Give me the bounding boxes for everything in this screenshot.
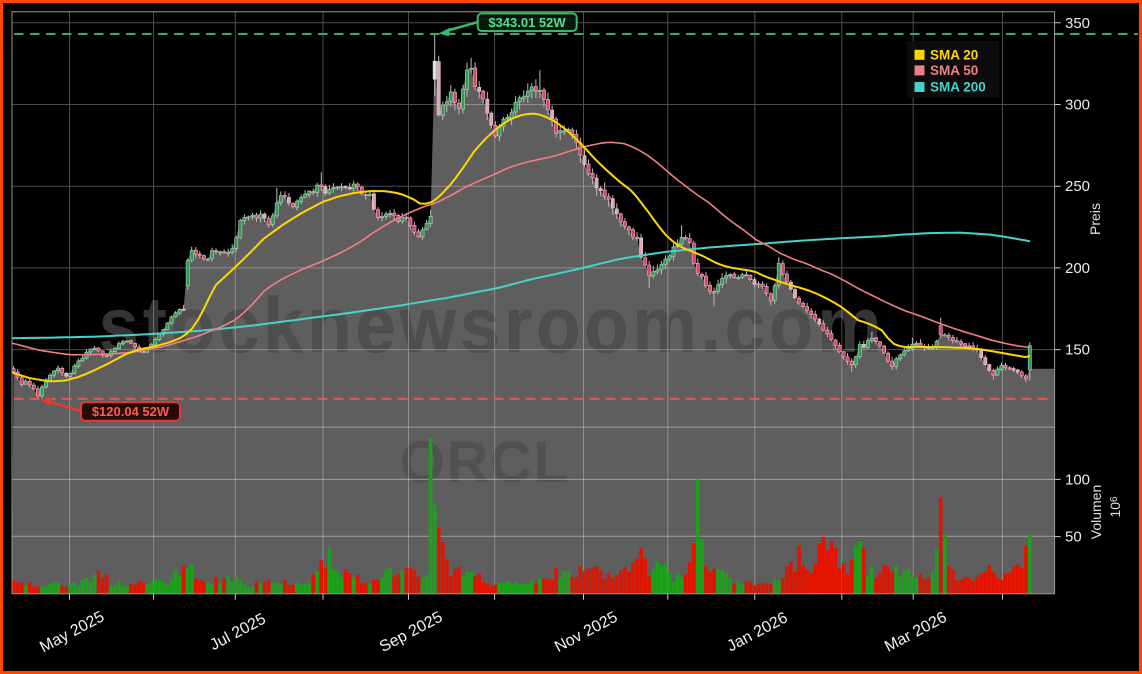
svg-text:SMA 200: SMA 200: [930, 80, 986, 95]
svg-text:SMA 20: SMA 20: [930, 47, 978, 62]
svg-text:$120.04 52W: $120.04 52W: [92, 404, 170, 419]
svg-text:150: 150: [1065, 342, 1090, 359]
svg-text:50: 50: [1065, 529, 1082, 546]
svg-text:250: 250: [1065, 178, 1090, 195]
svg-text:106: 106: [1107, 496, 1123, 518]
svg-text:100: 100: [1065, 471, 1090, 488]
svg-text:$343.01 52W: $343.01 52W: [488, 15, 566, 30]
svg-text:Preis: Preis: [1087, 203, 1103, 235]
svg-text:stocknewsroom.com: stocknewsroom.com: [99, 281, 886, 369]
svg-text:200: 200: [1065, 260, 1090, 277]
svg-text:300: 300: [1065, 97, 1090, 114]
svg-text:350: 350: [1065, 15, 1090, 32]
svg-text:stocknewsroom.com: stocknewsroom.com: [99, 281, 886, 369]
svg-text:ORCL: ORCL: [400, 430, 570, 495]
svg-text:SMA 50: SMA 50: [930, 63, 978, 78]
svg-text:Volumen: Volumen: [1088, 485, 1104, 539]
